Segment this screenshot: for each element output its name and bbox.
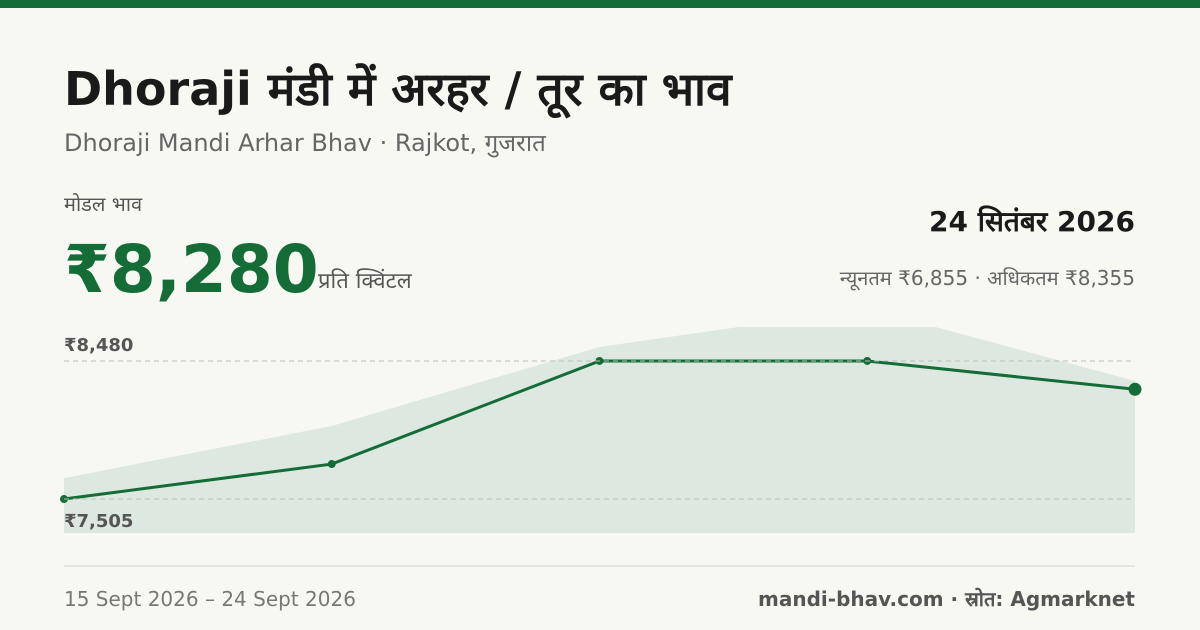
- price-range: न्यूनतम ₹6,855 · अधिकतम ₹8,355: [840, 266, 1135, 291]
- top-bar: [0, 0, 1200, 8]
- source: mandi-bhav.com · स्रोत: Agmarknet: [758, 587, 1135, 611]
- unit: प्रति क्विंटल: [318, 268, 413, 294]
- subtitle: Dhoraji Mandi Arhar Bhav · Rajkot, गुजरा…: [64, 129, 547, 158]
- modal-price: ₹8,280: [64, 231, 319, 308]
- date: 24 सितंबर 2026: [929, 205, 1135, 238]
- y-tick-label: ₹8,480: [64, 335, 133, 356]
- point: [327, 460, 336, 469]
- point: [1128, 382, 1142, 396]
- range-area: [64, 327, 1135, 533]
- title: Dhoraji मंडी में अरहर / तूर का भाव: [64, 62, 733, 119]
- date-range: 15 Sept 2026 – 24 Sept 2026: [64, 587, 356, 611]
- modal-label: मोडल भाव: [64, 192, 143, 216]
- overlay: ₹7,505 ₹8,480: [60, 335, 1142, 532]
- plot: [64, 327, 1135, 533]
- y-tick-label: ₹7,505: [64, 511, 133, 532]
